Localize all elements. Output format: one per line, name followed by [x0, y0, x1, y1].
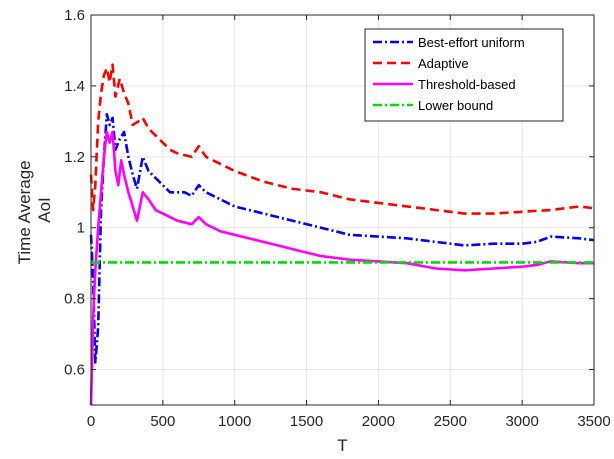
y-tick-label: 1 [77, 220, 85, 237]
legend-label: Best-effort uniform [418, 35, 525, 50]
legend-label: Threshold-based [418, 77, 516, 92]
y-axis-label-line: Time Average [15, 160, 34, 264]
x-tick-label: 2000 [362, 413, 395, 430]
legend-label: Adaptive [418, 56, 469, 71]
plot-series [89, 63, 595, 406]
series-line-threshold-based [89, 130, 594, 406]
x-tick-label: 1000 [218, 413, 251, 430]
legend-label: Lower bound [418, 98, 493, 113]
y-tick-label: 1.2 [64, 149, 85, 166]
x-axis-label: T [337, 436, 347, 455]
series-line-best-effort-uniform [89, 112, 595, 364]
y-tick-label: 0.8 [64, 291, 85, 308]
y-axis-label-line: AoI [35, 197, 54, 223]
y-axis-label: Time Average AoI [15, 156, 54, 265]
axis-labels: T Time Average AoI [15, 156, 348, 455]
x-tick-label: 3000 [505, 413, 538, 430]
x-tick-label: 2500 [434, 413, 467, 430]
x-tick-label: 1500 [290, 413, 323, 430]
series-line-adaptive [89, 63, 595, 215]
x-tick-label: 3500 [577, 413, 610, 430]
legend: Best-effort uniform Adaptive Threshold-bas… [364, 28, 564, 122]
x-tick-label: 500 [150, 413, 175, 430]
x-tick-label: 0 [87, 413, 95, 430]
y-tick-label: 1.4 [64, 78, 85, 95]
y-tick-label: 0.6 [64, 362, 85, 379]
y-tick-label: 1.6 [64, 7, 85, 24]
ticks: 0 500 1000 1500 2000 2500 3000 3500 0.6 0.8 1 1.2 1.… [64, 7, 611, 430]
plot-frame [90, 14, 595, 406]
